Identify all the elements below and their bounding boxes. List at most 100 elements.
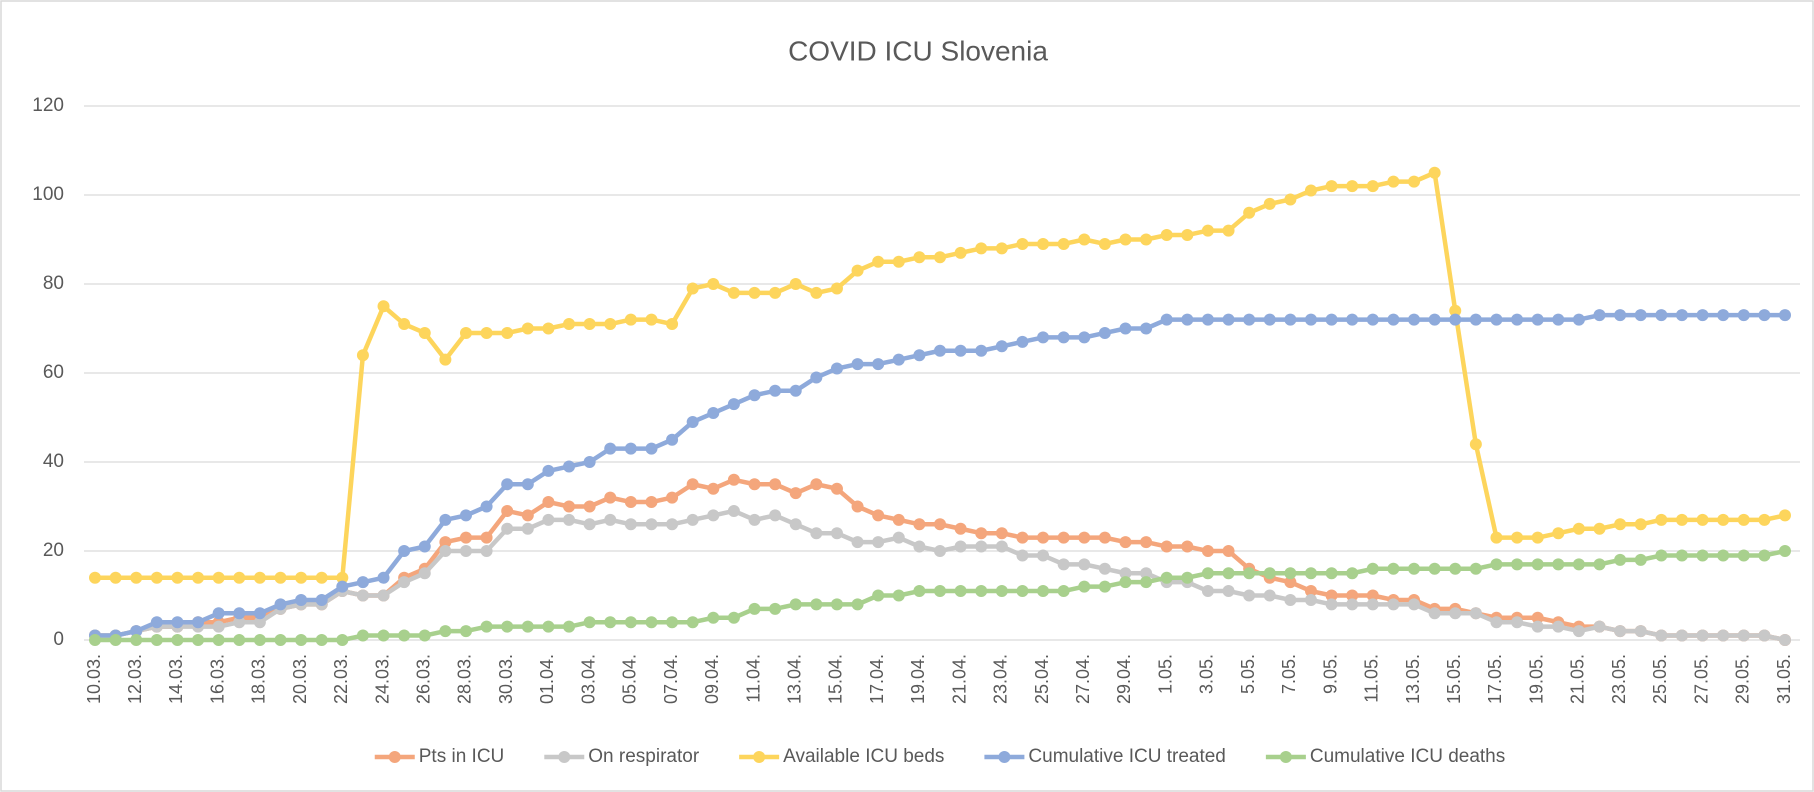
point (1511, 558, 1524, 571)
point (1614, 625, 1627, 638)
point (727, 398, 740, 411)
point (295, 571, 308, 584)
point (480, 620, 493, 633)
point (1428, 166, 1441, 179)
point (624, 496, 637, 509)
point (1016, 237, 1029, 250)
point (315, 571, 328, 584)
point (1284, 193, 1297, 206)
y-tick-label: 20 (43, 540, 64, 561)
point (1201, 545, 1214, 557)
point (892, 255, 905, 268)
point (1531, 620, 1544, 633)
point (1779, 545, 1791, 557)
point (1593, 522, 1606, 535)
point (1304, 184, 1317, 197)
point (336, 634, 349, 646)
point (1037, 531, 1050, 544)
point (1140, 576, 1153, 589)
point (892, 589, 905, 602)
point (1243, 589, 1256, 602)
point (1366, 598, 1379, 611)
point (1304, 313, 1317, 326)
point (192, 616, 205, 629)
point (1408, 562, 1421, 575)
x-tick-label: 15.04. (826, 654, 846, 704)
chart-title: COVID ICU Slovenia (788, 35, 1048, 66)
point (1160, 313, 1173, 326)
point (1634, 518, 1647, 531)
point (439, 625, 452, 638)
point (542, 620, 555, 633)
point (1346, 598, 1359, 611)
point (666, 518, 679, 531)
point (686, 415, 699, 428)
y-tick-label: 120 (32, 95, 64, 116)
point (1284, 593, 1297, 606)
point (130, 625, 143, 638)
point (1614, 309, 1627, 322)
point (212, 571, 225, 584)
legend-swatch-marker (998, 751, 1011, 763)
legend: Pts in ICU On respirator Available ICU bed… (374, 746, 1505, 767)
point (1140, 536, 1153, 549)
point (459, 625, 472, 638)
point (418, 540, 431, 553)
point (398, 576, 411, 589)
point (1119, 576, 1132, 589)
point (1016, 335, 1029, 348)
point (1737, 513, 1750, 526)
point (624, 442, 637, 455)
point (995, 340, 1008, 353)
point (439, 536, 452, 549)
point (1634, 625, 1647, 638)
x-tick-label: 23.05. (1609, 654, 1629, 704)
point (480, 500, 493, 513)
point (769, 602, 782, 615)
point (1037, 237, 1050, 250)
point (439, 545, 452, 557)
point (1593, 558, 1606, 571)
point (1243, 567, 1256, 580)
point (563, 620, 576, 633)
point (212, 634, 225, 646)
point (356, 629, 369, 642)
point (604, 616, 617, 629)
point (1779, 309, 1791, 322)
point (789, 384, 802, 397)
point (1222, 313, 1235, 326)
point (1222, 545, 1235, 557)
point (1181, 229, 1194, 242)
point (1243, 206, 1256, 219)
point (253, 607, 266, 620)
point (810, 286, 823, 299)
point (707, 278, 720, 290)
point (769, 286, 782, 299)
point (645, 518, 658, 531)
point (1490, 531, 1503, 544)
point (666, 318, 679, 331)
point (233, 571, 246, 584)
point (604, 442, 617, 455)
point (1304, 585, 1317, 598)
point (1387, 313, 1400, 326)
point (1078, 558, 1091, 571)
legend-label: On respirator (588, 746, 700, 767)
point (913, 251, 926, 264)
point (624, 313, 637, 326)
point (439, 513, 452, 526)
point (810, 478, 823, 491)
point (789, 487, 802, 500)
x-tick-label: 20.03. (290, 654, 310, 704)
point (233, 607, 246, 620)
point (1552, 620, 1565, 633)
point (1160, 229, 1173, 242)
point (1469, 313, 1482, 326)
point (830, 598, 843, 611)
point (851, 500, 864, 513)
point (1449, 562, 1462, 575)
point (1758, 309, 1771, 322)
point (1572, 522, 1585, 535)
point (1366, 589, 1379, 602)
